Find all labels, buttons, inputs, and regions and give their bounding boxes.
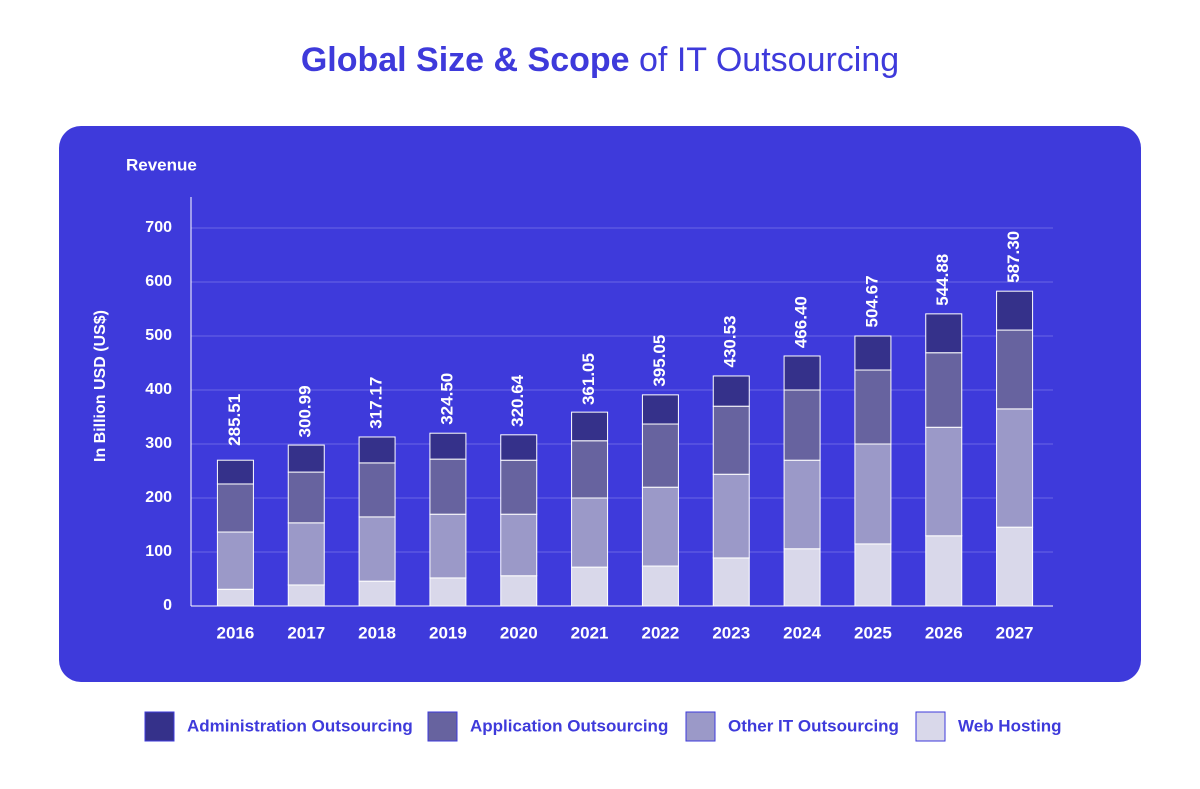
x-tick-label: 2018 xyxy=(358,623,396,642)
x-tick-label: 2024 xyxy=(783,623,821,642)
bar-segment xyxy=(429,513,467,579)
bar-segment xyxy=(925,352,963,428)
chart-title: Global Size & Scope of IT Outsourcing xyxy=(301,41,899,79)
bar-segment xyxy=(641,565,679,607)
bar-segment xyxy=(571,566,609,607)
bar-segment xyxy=(996,290,1034,331)
bar-segment xyxy=(216,531,254,590)
total-label: 324.50 xyxy=(437,373,456,425)
bar-segment xyxy=(925,426,963,537)
legend-swatch xyxy=(427,711,458,742)
bar-segment xyxy=(216,459,254,485)
y-tick-label: 300 xyxy=(145,435,172,452)
bar-segment xyxy=(571,411,609,442)
bar-segment xyxy=(854,335,892,371)
total-label: 320.64 xyxy=(508,374,527,427)
y-tick-label: 700 xyxy=(145,219,172,236)
axis-title: Revenue xyxy=(126,155,197,174)
bar-segment xyxy=(996,329,1034,410)
y-axis-label: In Billion USD (US$) xyxy=(92,310,109,462)
bar-segment xyxy=(500,434,538,461)
bar-segment xyxy=(216,483,254,533)
total-label: 317.17 xyxy=(367,377,386,429)
total-label: 430.53 xyxy=(721,316,740,368)
bar-segment xyxy=(854,369,892,445)
bar-segment xyxy=(571,440,609,499)
bar-segment xyxy=(358,436,396,464)
bar-segment xyxy=(429,577,467,607)
bar-segment xyxy=(712,473,750,559)
bar-segment xyxy=(358,462,396,518)
total-label: 466.40 xyxy=(792,296,811,348)
total-label: 300.99 xyxy=(296,385,315,437)
bar-segment xyxy=(996,408,1034,528)
total-label: 544.88 xyxy=(933,254,952,306)
bar-segment xyxy=(358,580,396,607)
bar-segment xyxy=(500,513,538,577)
bar-segment xyxy=(925,313,963,354)
bar-segment xyxy=(783,459,821,550)
grid xyxy=(191,227,1053,553)
legend-swatch xyxy=(685,711,716,742)
bar-segment xyxy=(925,535,963,607)
bar-segment xyxy=(854,543,892,607)
x-tick-label: 2021 xyxy=(571,623,609,642)
bar-segment xyxy=(571,497,609,568)
bar-segment xyxy=(500,575,538,607)
bar-segment xyxy=(287,471,325,524)
y-tick-label: 500 xyxy=(145,327,172,344)
legend-label: Administration Outsourcing xyxy=(187,716,413,735)
y-tick-label: 200 xyxy=(145,489,172,506)
bar-segment xyxy=(783,355,821,391)
bar-segment xyxy=(783,389,821,461)
total-label: 504.67 xyxy=(862,275,881,327)
legend-label: Web Hosting xyxy=(958,716,1062,735)
total-label: 285.51 xyxy=(225,394,244,446)
bar-segment xyxy=(712,375,750,407)
x-tick-label: 2016 xyxy=(217,623,255,642)
total-label: 395.05 xyxy=(650,335,669,387)
legend-swatch xyxy=(144,711,175,742)
y-tick-label: 400 xyxy=(145,381,172,398)
bar-segment xyxy=(712,557,750,607)
legend-label: Application Outsourcing xyxy=(470,716,668,735)
x-tick-label: 2027 xyxy=(996,623,1034,642)
x-tick-label: 2025 xyxy=(854,623,892,642)
bar-segment xyxy=(287,444,325,473)
bar-segment xyxy=(641,486,679,567)
title-bold: Global Size & Scope xyxy=(301,41,630,79)
bar-segment xyxy=(429,458,467,515)
total-label: 361.05 xyxy=(579,353,598,405)
bar-segment xyxy=(429,432,467,460)
legend-swatch xyxy=(915,711,946,742)
bar-segment xyxy=(287,584,325,607)
bar-segment xyxy=(641,423,679,488)
x-tick-label: 2019 xyxy=(429,623,467,642)
bar-segment xyxy=(358,516,396,582)
total-label: 587.30 xyxy=(1004,231,1023,283)
x-tick-label: 2022 xyxy=(642,623,680,642)
y-tick-label: 600 xyxy=(145,273,172,290)
x-tick-label: 2020 xyxy=(500,623,538,642)
bar-segment xyxy=(712,405,750,475)
bar-segment xyxy=(500,459,538,515)
legend-label: Other IT Outsourcing xyxy=(728,716,899,735)
bar-segment xyxy=(216,588,254,607)
x-tick-label: 2017 xyxy=(287,623,325,642)
bar-segment xyxy=(641,394,679,425)
title-rest: of IT Outsourcing xyxy=(639,41,899,79)
bar-segment xyxy=(996,526,1034,607)
y-tick-label: 0 xyxy=(163,597,172,614)
x-tick-label: 2026 xyxy=(925,623,963,642)
x-tick-label: 2023 xyxy=(712,623,750,642)
bar-segment xyxy=(287,522,325,586)
bar-segment xyxy=(783,548,821,607)
bar-segment xyxy=(854,443,892,545)
y-tick-label: 100 xyxy=(145,543,172,560)
